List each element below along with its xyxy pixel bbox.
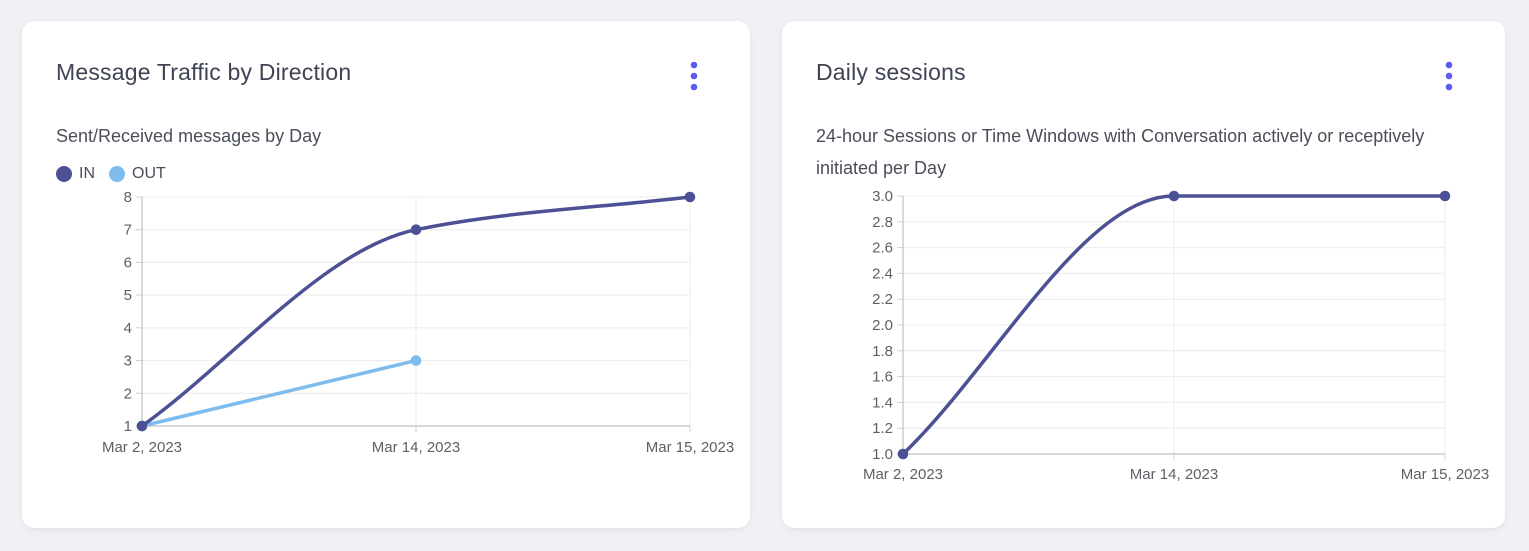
message-traffic-line-chart[interactable]: 1 2 3 4 5 6 7 8 Mar 2, 2023 Mar 14, 2023 Mar 15, 2… (86, 189, 766, 462)
legend-swatch-in (56, 166, 72, 182)
kebab-menu-icon[interactable] (1441, 59, 1457, 93)
y-tick-label: 5 (124, 287, 132, 304)
x-tick-label: Mar 14, 2023 (1130, 466, 1218, 483)
y-tick-label: 2.4 (872, 265, 893, 282)
y-tick-label: 2.8 (872, 214, 893, 231)
card-subtitle: Sent/Received messages by Day (56, 126, 322, 146)
data-point (1168, 190, 1180, 202)
legend-item-in[interactable]: IN (56, 165, 95, 183)
data-point (897, 448, 909, 460)
data-point (410, 355, 422, 366)
y-tick-label: 2 (124, 385, 132, 402)
card-header: Message Traffic by Direction (56, 59, 716, 93)
series-line-0 (901, 194, 1447, 456)
x-tick-label: Mar 2, 2023 (863, 466, 943, 483)
y-tick-label: 1.4 (872, 394, 893, 411)
card-message-traffic-by-direction: Message Traffic by Direction Sent/Receiv… (22, 21, 750, 528)
y-tick-label: 1.0 (872, 446, 893, 463)
legend-swatch-out (109, 166, 125, 182)
data-point (1439, 190, 1451, 202)
y-tick-label: 2.0 (872, 317, 893, 334)
y-tick-label: 4 (124, 320, 132, 337)
y-tick-label: 3 (124, 353, 132, 370)
y-tick-label: 8 (124, 189, 132, 206)
card-header: Daily sessions (816, 59, 1471, 93)
y-tick-label: 1.6 (872, 369, 893, 386)
series-line-OUT (140, 358, 418, 428)
daily-sessions-line-chart[interactable]: 1.0 1.2 1.4 1.6 1.8 2.0 2.2 2.4 2.6 2.8 3.0 Mar 2, … (846, 186, 1529, 486)
kebab-menu-icon[interactable] (686, 59, 702, 93)
x-tick-label: Mar 15, 2023 (1401, 466, 1489, 483)
x-tick-label: Mar 14, 2023 (372, 439, 460, 456)
card-title: Message Traffic by Direction (56, 59, 352, 85)
data-point (684, 191, 696, 203)
y-tick-label: 1.8 (872, 343, 893, 360)
y-tick-label: 6 (124, 254, 132, 271)
y-tick-label: 1.2 (872, 420, 893, 437)
card-title: Daily sessions (816, 59, 966, 85)
data-point (136, 420, 148, 432)
y-tick-label: 3.0 (872, 188, 893, 205)
x-tick-label: Mar 2, 2023 (102, 439, 182, 456)
dashboard-board: Message Traffic by Direction Sent/Receiv… (22, 21, 1505, 528)
data-point (410, 224, 422, 236)
y-tick-label: 2.6 (872, 240, 893, 257)
legend-label-in: IN (79, 165, 95, 182)
card-subtitle: 24-hour Sessions or Time Windows with Co… (816, 126, 1425, 178)
x-tick-label: Mar 15, 2023 (646, 439, 734, 456)
y-tick-label: 7 (124, 222, 132, 239)
y-tick-label: 1 (124, 418, 132, 435)
y-tick-label: 2.2 (872, 291, 893, 308)
legend-item-out[interactable]: OUT (109, 165, 166, 183)
chart-legend: IN OUT (56, 165, 716, 183)
card-daily-sessions: Daily sessions 24-hour Sessions or Time … (782, 21, 1505, 528)
legend-label-out: OUT (132, 165, 166, 182)
